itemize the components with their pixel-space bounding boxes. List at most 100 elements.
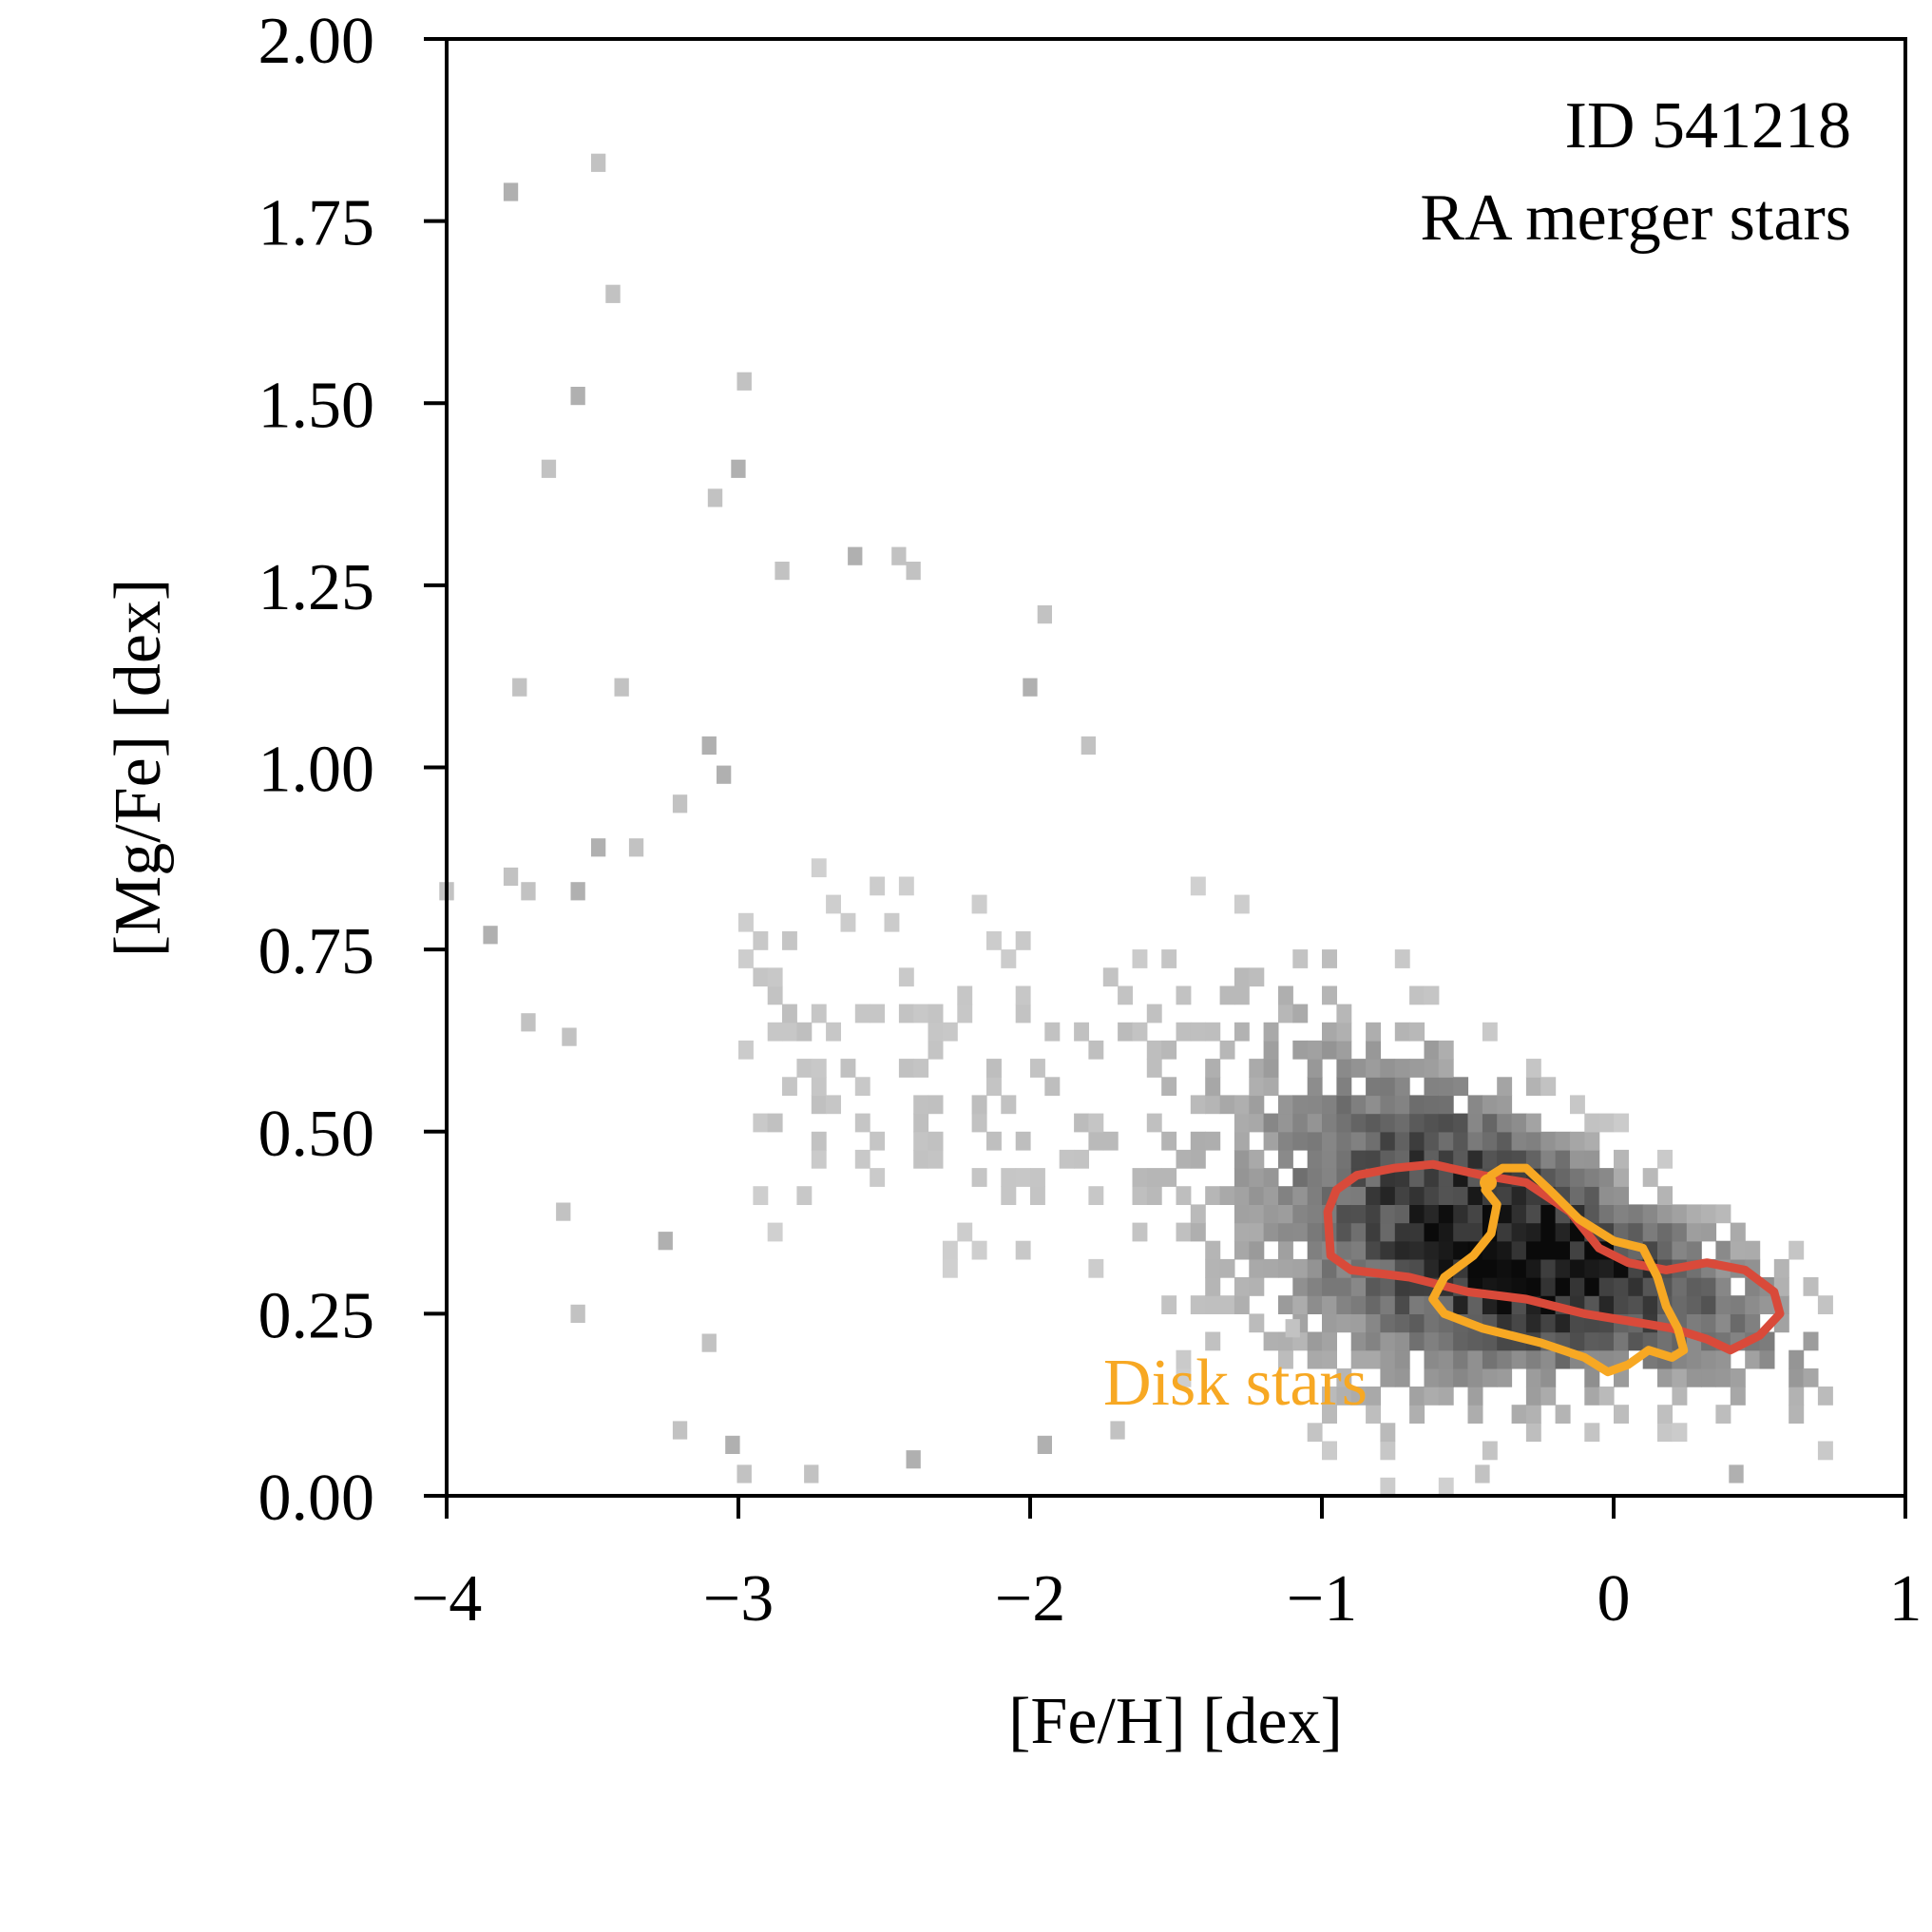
density-bin-687: [1730, 1313, 1746, 1333]
density-bin-202: [1278, 985, 1293, 1005]
density-bin-5: [753, 967, 769, 987]
density-bin-416: [1438, 1059, 1454, 1078]
density-bin-331: [1380, 1149, 1396, 1169]
density-bin-177: [1263, 1331, 1279, 1351]
density-bin-395: [1424, 1040, 1440, 1060]
density-bin-372: [1409, 1095, 1425, 1115]
density-bin-123: [1190, 1295, 1206, 1314]
density-bin-709: [1789, 1368, 1805, 1387]
density-bin-301: [1366, 1277, 1381, 1296]
density-bin-414: [1438, 1095, 1454, 1115]
density-bin-347: [1394, 1186, 1410, 1205]
density-bin-101: [1132, 1168, 1148, 1187]
density-bin-664: [1686, 1204, 1702, 1224]
x-tick-label-0: −4: [411, 1562, 482, 1636]
density-bin-151: [1234, 1222, 1250, 1242]
density-bin-294: [1350, 1059, 1367, 1078]
density-bin-626: [1642, 1222, 1658, 1242]
density-bin-485: [1497, 1095, 1513, 1115]
density-bin-717: [1817, 1295, 1833, 1314]
density-bin-528: [1540, 1277, 1557, 1296]
density-bin-645: [1672, 1368, 1688, 1387]
density-bin-378: [1424, 1349, 1440, 1369]
density-bin-633: [1657, 1331, 1673, 1351]
density-bin-350: [1394, 1131, 1410, 1151]
sparse-bin-33: [848, 546, 863, 565]
density-bin-666: [1701, 1349, 1717, 1369]
density-bin-444: [1467, 1222, 1483, 1242]
density-bin-72: [1001, 1168, 1017, 1187]
density-bin-255: [1322, 1022, 1337, 1042]
density-bin-574: [1584, 1258, 1600, 1278]
density-bin-611: [1628, 1331, 1644, 1351]
density-bin-556: [1570, 1277, 1585, 1296]
density-bin-113: [1161, 1077, 1177, 1097]
density-bin-195: [1278, 1204, 1293, 1224]
density-bin-459: [1482, 1258, 1498, 1278]
density-bin-573: [1584, 1277, 1600, 1296]
density-bin-115: [1161, 949, 1177, 968]
density-bin-233: [1307, 1077, 1323, 1097]
density-bin-253: [1322, 1095, 1337, 1115]
density-bin-214: [1292, 1095, 1309, 1115]
density-bin-484: [1497, 1113, 1513, 1133]
density-bin-708: [1789, 1387, 1805, 1406]
density-bin-341: [1394, 1295, 1410, 1314]
density-bin-186: [1263, 1059, 1279, 1078]
sparse-bin-37: [1081, 736, 1096, 756]
density-bin-226: [1307, 1204, 1323, 1224]
density-bin-76: [1015, 1168, 1031, 1187]
density-bin-581: [1584, 1131, 1600, 1151]
density-bin-490: [1511, 1313, 1527, 1333]
density-bin-239: [1322, 1349, 1337, 1369]
density-bin-98: [1118, 985, 1133, 1005]
density-bin-207: [1292, 1258, 1309, 1278]
density-bin-87: [1074, 1149, 1089, 1169]
density-bin-238: [1322, 1387, 1337, 1406]
density-bin-432: [1453, 1113, 1469, 1133]
density-bin-45: [913, 1131, 929, 1151]
density-bin-672: [1701, 1222, 1717, 1242]
density-bin-428: [1453, 1186, 1469, 1205]
density-bin-328: [1380, 1204, 1396, 1224]
density-bin-454: [1482, 1349, 1498, 1369]
density-bin-100: [1132, 1186, 1148, 1205]
density-bin-510: [1525, 1277, 1541, 1296]
density-bin-425: [1453, 1240, 1469, 1260]
sparse-bin-29: [804, 1464, 819, 1483]
density-bin-269: [1336, 1149, 1352, 1169]
density-bin-12: [782, 1077, 797, 1097]
density-bin-519: [1525, 1113, 1541, 1133]
density-bin-329: [1380, 1186, 1396, 1205]
sparse-bin-36: [1023, 678, 1038, 697]
y-tick-label-0: 0.00: [258, 1462, 375, 1535]
density-bin-675: [1715, 1368, 1731, 1387]
density-bin-217: [1292, 949, 1309, 968]
density-bin-379: [1424, 1331, 1440, 1351]
density-bin-546: [1555, 1222, 1571, 1242]
density-bin-160: [1234, 985, 1250, 1005]
density-bin-44: [913, 1149, 929, 1169]
x-axis-ticks: −4 −3 −2 −1 0 1: [411, 1496, 1922, 1636]
density-bin-232: [1307, 1095, 1323, 1115]
density-bin-244: [1322, 1258, 1337, 1278]
density-bin-608: [1614, 1168, 1629, 1187]
density-bin-173: [1249, 1095, 1265, 1115]
density-bin-471: [1497, 1349, 1513, 1369]
density-bin-197: [1278, 1149, 1293, 1169]
density-bin-43: [898, 876, 914, 896]
density-bin-105: [1146, 1168, 1162, 1187]
density-bin-492: [1511, 1277, 1527, 1296]
density-bin-543: [1555, 1277, 1571, 1296]
sparse-bin-24: [658, 1232, 673, 1251]
density-bin-48: [913, 1059, 929, 1078]
density-bin-529: [1540, 1258, 1557, 1278]
density-bin-663: [1686, 1222, 1702, 1242]
density-bin-22: [811, 1077, 827, 1097]
density-bin-277: [1336, 1004, 1352, 1023]
density-bin-564: [1570, 1131, 1585, 1151]
density-bin-613: [1628, 1295, 1644, 1314]
density-bin-11: [767, 967, 783, 987]
density-bin-445: [1467, 1204, 1483, 1224]
density-bin-49: [913, 1004, 929, 1023]
